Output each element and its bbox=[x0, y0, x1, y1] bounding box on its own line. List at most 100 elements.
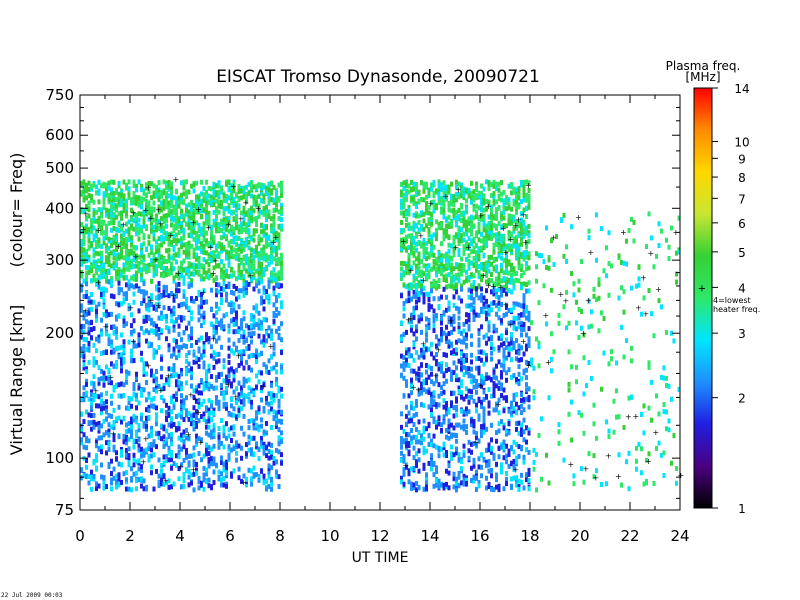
echo-cell bbox=[447, 207, 451, 213]
echo-cell bbox=[97, 420, 101, 426]
echo-cell bbox=[107, 374, 111, 380]
echo-cell bbox=[135, 433, 138, 439]
echo-cell bbox=[157, 236, 161, 242]
echo-cell bbox=[85, 378, 88, 384]
echo-cell bbox=[467, 274, 471, 280]
echo-cell bbox=[465, 226, 468, 232]
echo-cell bbox=[135, 276, 138, 282]
echo-cell bbox=[217, 226, 221, 232]
echo-cell bbox=[252, 286, 256, 292]
echo-cell bbox=[227, 452, 231, 458]
echo-cell bbox=[122, 237, 126, 243]
echo-cell bbox=[407, 258, 411, 264]
echo-cell bbox=[202, 266, 206, 272]
echo-cell bbox=[152, 252, 156, 258]
echo-cell bbox=[475, 243, 478, 249]
echo-cell bbox=[412, 455, 416, 461]
echo-cell bbox=[195, 245, 198, 251]
echo-cell bbox=[117, 228, 121, 234]
echo-cell bbox=[240, 321, 243, 327]
echo-cell bbox=[120, 452, 123, 458]
echo-cell bbox=[222, 193, 226, 199]
echo-cell bbox=[115, 242, 118, 248]
echo-cell bbox=[422, 244, 426, 250]
echo-cell bbox=[170, 373, 173, 379]
echo-cell bbox=[450, 181, 453, 187]
echo-cell bbox=[190, 453, 193, 459]
echo-cell bbox=[145, 415, 148, 421]
echo-cell bbox=[512, 226, 516, 232]
echo-cell bbox=[460, 193, 463, 199]
echo-cell bbox=[162, 434, 166, 440]
echo-cell bbox=[420, 269, 423, 275]
echo-cell bbox=[167, 450, 171, 456]
echo-cell bbox=[165, 272, 168, 278]
echo-cell bbox=[435, 285, 438, 291]
echo-cell bbox=[92, 419, 96, 425]
echo-cell bbox=[167, 207, 171, 213]
echo-cell bbox=[127, 255, 131, 261]
echo-cell bbox=[140, 357, 143, 363]
echo-cell bbox=[110, 458, 113, 464]
echo-cell bbox=[105, 247, 108, 253]
echo-cell bbox=[242, 431, 246, 437]
echo-cell bbox=[252, 258, 256, 264]
echo-cell bbox=[495, 181, 498, 187]
echo-cell bbox=[207, 477, 211, 483]
echo-cell bbox=[400, 219, 403, 225]
echo-cell bbox=[420, 329, 423, 335]
echo-cell bbox=[172, 363, 176, 369]
echo-cell bbox=[207, 432, 211, 438]
echo-cell bbox=[160, 206, 163, 212]
echo-cell bbox=[157, 332, 161, 338]
echo-cell bbox=[407, 319, 411, 325]
echo-cell bbox=[255, 472, 258, 478]
echo-cell bbox=[247, 385, 251, 391]
echo-cell bbox=[270, 481, 273, 487]
echo-cell bbox=[247, 440, 251, 446]
echo-cell bbox=[470, 238, 473, 244]
echo-cell bbox=[465, 256, 468, 262]
echo-cell bbox=[245, 211, 248, 217]
echo-cell bbox=[445, 278, 448, 284]
echo-cell bbox=[147, 307, 151, 313]
echo-cell bbox=[85, 252, 88, 258]
echo-cell bbox=[245, 253, 248, 259]
echo-cell bbox=[182, 301, 186, 307]
echo-cell bbox=[92, 424, 96, 430]
echo-cell bbox=[490, 235, 493, 241]
echo-cell bbox=[185, 203, 188, 209]
echo-cell bbox=[87, 207, 91, 213]
echo-cell bbox=[217, 189, 221, 195]
echo-cell bbox=[507, 246, 511, 252]
echo-cell bbox=[217, 180, 221, 186]
echo-cell bbox=[490, 254, 493, 260]
echo-cell bbox=[235, 241, 238, 247]
echo-cell bbox=[417, 190, 421, 196]
echo-cell bbox=[185, 395, 188, 401]
echo-cell bbox=[90, 389, 93, 395]
echo-cell bbox=[277, 427, 281, 433]
echo-cell bbox=[417, 255, 421, 261]
echo-cell bbox=[262, 271, 266, 277]
echo-cell bbox=[230, 210, 233, 216]
echo-cell bbox=[505, 268, 508, 274]
echo-cell bbox=[177, 272, 181, 278]
echo-cell bbox=[87, 200, 91, 206]
echo-cell bbox=[130, 275, 133, 281]
echo-cell bbox=[272, 234, 276, 240]
echo-cell bbox=[405, 421, 408, 427]
echo-cell bbox=[217, 469, 221, 475]
echo-cell bbox=[177, 412, 181, 418]
echo-cell bbox=[500, 238, 503, 244]
echo-cell bbox=[180, 381, 183, 387]
echo-cell bbox=[82, 336, 86, 342]
echo-cell bbox=[90, 397, 93, 403]
echo-cell bbox=[522, 197, 526, 203]
echo-cell bbox=[265, 445, 268, 451]
echo-cell bbox=[172, 404, 176, 410]
echo-cell bbox=[457, 240, 461, 246]
echo-cell bbox=[467, 246, 471, 252]
echo-cell bbox=[430, 466, 433, 472]
echo-cell bbox=[237, 304, 241, 310]
